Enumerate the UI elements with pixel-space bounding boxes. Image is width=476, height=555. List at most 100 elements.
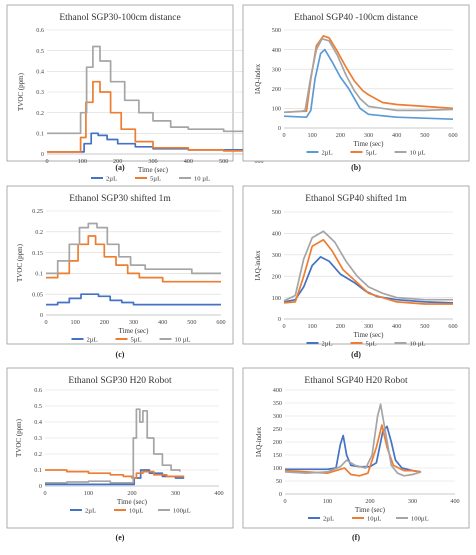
y-tick-label: 100 (272, 295, 281, 302)
x-tick-label: 100 (71, 319, 80, 326)
y-tick-label: 150 (273, 452, 282, 459)
x-axis-label: Time (sec) (138, 166, 169, 174)
y-tick-label: 0 (41, 151, 44, 158)
legend-entry: 10 µL (194, 176, 210, 183)
chart-title: Ethanol SGP30-100cm distance (59, 13, 180, 23)
x-tick-label: 0 (282, 323, 285, 330)
series-line-2 (47, 80, 259, 153)
legend-entry: 5µL (131, 337, 142, 344)
x-tick-label: 300 (408, 498, 417, 505)
chart-title: Ethanol SGP40 -100cm distance (294, 13, 418, 23)
y-tick-label: 0.5 (34, 403, 42, 410)
x-tick-label: 400 (158, 319, 167, 326)
legend-entry: 100µL (411, 516, 429, 523)
x-axis-label: Time (sec) (355, 506, 386, 514)
y-tick-label: 300 (272, 66, 281, 73)
chart-title: Ethanol SGP30 H20 Robot (68, 376, 172, 386)
series-line-3 (284, 403, 422, 477)
x-tick-label: 600 (448, 323, 457, 330)
panel-label: (b) (351, 163, 361, 172)
panel-label: (e) (116, 533, 125, 542)
x-tick-label: 600 (448, 132, 457, 139)
x-tick-label: 400 (214, 490, 223, 497)
chart-panel-2: Ethanol SGP40 -100cm distance 0 100 200 300 4… (242, 4, 470, 172)
x-tick-label: 200 (127, 490, 136, 497)
x-tick-label: 400 (450, 498, 459, 505)
x-axis-label: Time (sec) (354, 331, 385, 339)
y-tick-label: 200 (273, 439, 282, 446)
legend-entry: 2µL (106, 176, 117, 183)
y-tick-label: 0.1 (35, 271, 43, 278)
x-tick-label: 0 (282, 132, 285, 139)
y-tick-label: 200 (272, 86, 281, 93)
series-line-3 (45, 408, 181, 484)
series-line-1 (283, 48, 454, 121)
y-tick-label: 0.15 (32, 250, 43, 257)
panel-label: (d) (351, 350, 361, 359)
x-tick-label: 0 (45, 158, 48, 165)
y-tick-label: 0.6 (34, 387, 42, 394)
x-tick-label: 200 (113, 158, 122, 165)
legend-entry: 10 µL (410, 150, 426, 157)
legend-entry: 2µL (87, 337, 98, 344)
chart-panel-6: Ethanol SGP40 H20 Robot 0 50 100 150 200 250 30… (242, 367, 470, 542)
chart-panel-4: Ethanol SGP40 shifted 1m 0 100 200 300 400 500… (242, 185, 470, 359)
panel-label: (c) (116, 350, 125, 359)
chart-panel-1: Ethanol SGP30-100cm distance 0 0.1 0.2 0.3 0.… (6, 4, 264, 183)
legend-entry: 5µL (366, 150, 377, 157)
y-tick-label: 50 (276, 478, 282, 485)
y-tick-label: 300 (273, 413, 282, 420)
x-tick-label: 400 (392, 132, 401, 139)
series-line-3 (283, 230, 453, 302)
y-tick-label: 500 (272, 209, 281, 216)
y-tick-label: 400 (272, 231, 281, 238)
x-tick-label: 100 (78, 158, 87, 165)
legend-entry: 10 µL (410, 341, 426, 348)
x-tick-label: 100 (323, 498, 332, 505)
series-line-1 (283, 256, 454, 304)
series-line-1 (46, 293, 221, 306)
chart-panel-5: Ethanol SGP30 H20 Robot 0 0.1 0.2 0.3 0.4 0.5 0… (6, 367, 234, 542)
legend-entry: 5µL (150, 176, 161, 183)
x-tick-label: 300 (364, 132, 373, 139)
x-tick-label: 500 (219, 158, 228, 165)
y-tick-label: 0 (279, 491, 282, 498)
series-line-2 (283, 238, 453, 305)
y-tick-label: 100 (272, 106, 281, 113)
y-tick-label: 0.05 (32, 291, 43, 298)
series-line-2 (284, 424, 422, 477)
y-tick-label: 500 (272, 27, 281, 34)
panel-frame (6, 367, 234, 529)
y-tick-label: 400 (272, 47, 281, 54)
panel-label: (a) (115, 163, 125, 172)
x-axis-label: Time (sec) (119, 327, 150, 335)
legend-entry: 2µL (323, 516, 334, 523)
legend-entry: 2µL (85, 508, 96, 515)
x-tick-label: 0 (43, 490, 46, 497)
y-tick-label: 250 (273, 426, 282, 433)
x-tick-label: 0 (44, 319, 47, 326)
x-tick-label: 500 (420, 323, 429, 330)
x-tick-label: 500 (420, 132, 429, 139)
panel-label: (f) (352, 533, 360, 542)
y-axis-label: TVOC (ppm) (15, 418, 23, 457)
y-tick-label: 0.3 (34, 435, 42, 442)
y-axis-label: IAQ-index (254, 63, 262, 94)
legend-entry: 10µL (367, 516, 381, 523)
y-tick-label: 350 (273, 400, 282, 407)
y-tick-label: 0.4 (36, 69, 44, 76)
y-tick-label: 300 (272, 252, 281, 259)
panel-frame (242, 367, 470, 529)
legend-entry: 2µL (322, 341, 333, 348)
panel-frame (242, 185, 470, 345)
y-axis-label: IAQ-index (254, 250, 262, 281)
y-tick-label: 100 (273, 465, 282, 472)
x-tick-label: 300 (148, 158, 157, 165)
legend-entry: 100µL (173, 508, 191, 515)
series-line-2 (45, 469, 185, 479)
x-tick-label: 100 (84, 490, 93, 497)
y-tick-label: 200 (272, 273, 281, 280)
y-tick-label: 0 (40, 312, 43, 319)
x-axis-label: Time (sec) (354, 140, 385, 148)
